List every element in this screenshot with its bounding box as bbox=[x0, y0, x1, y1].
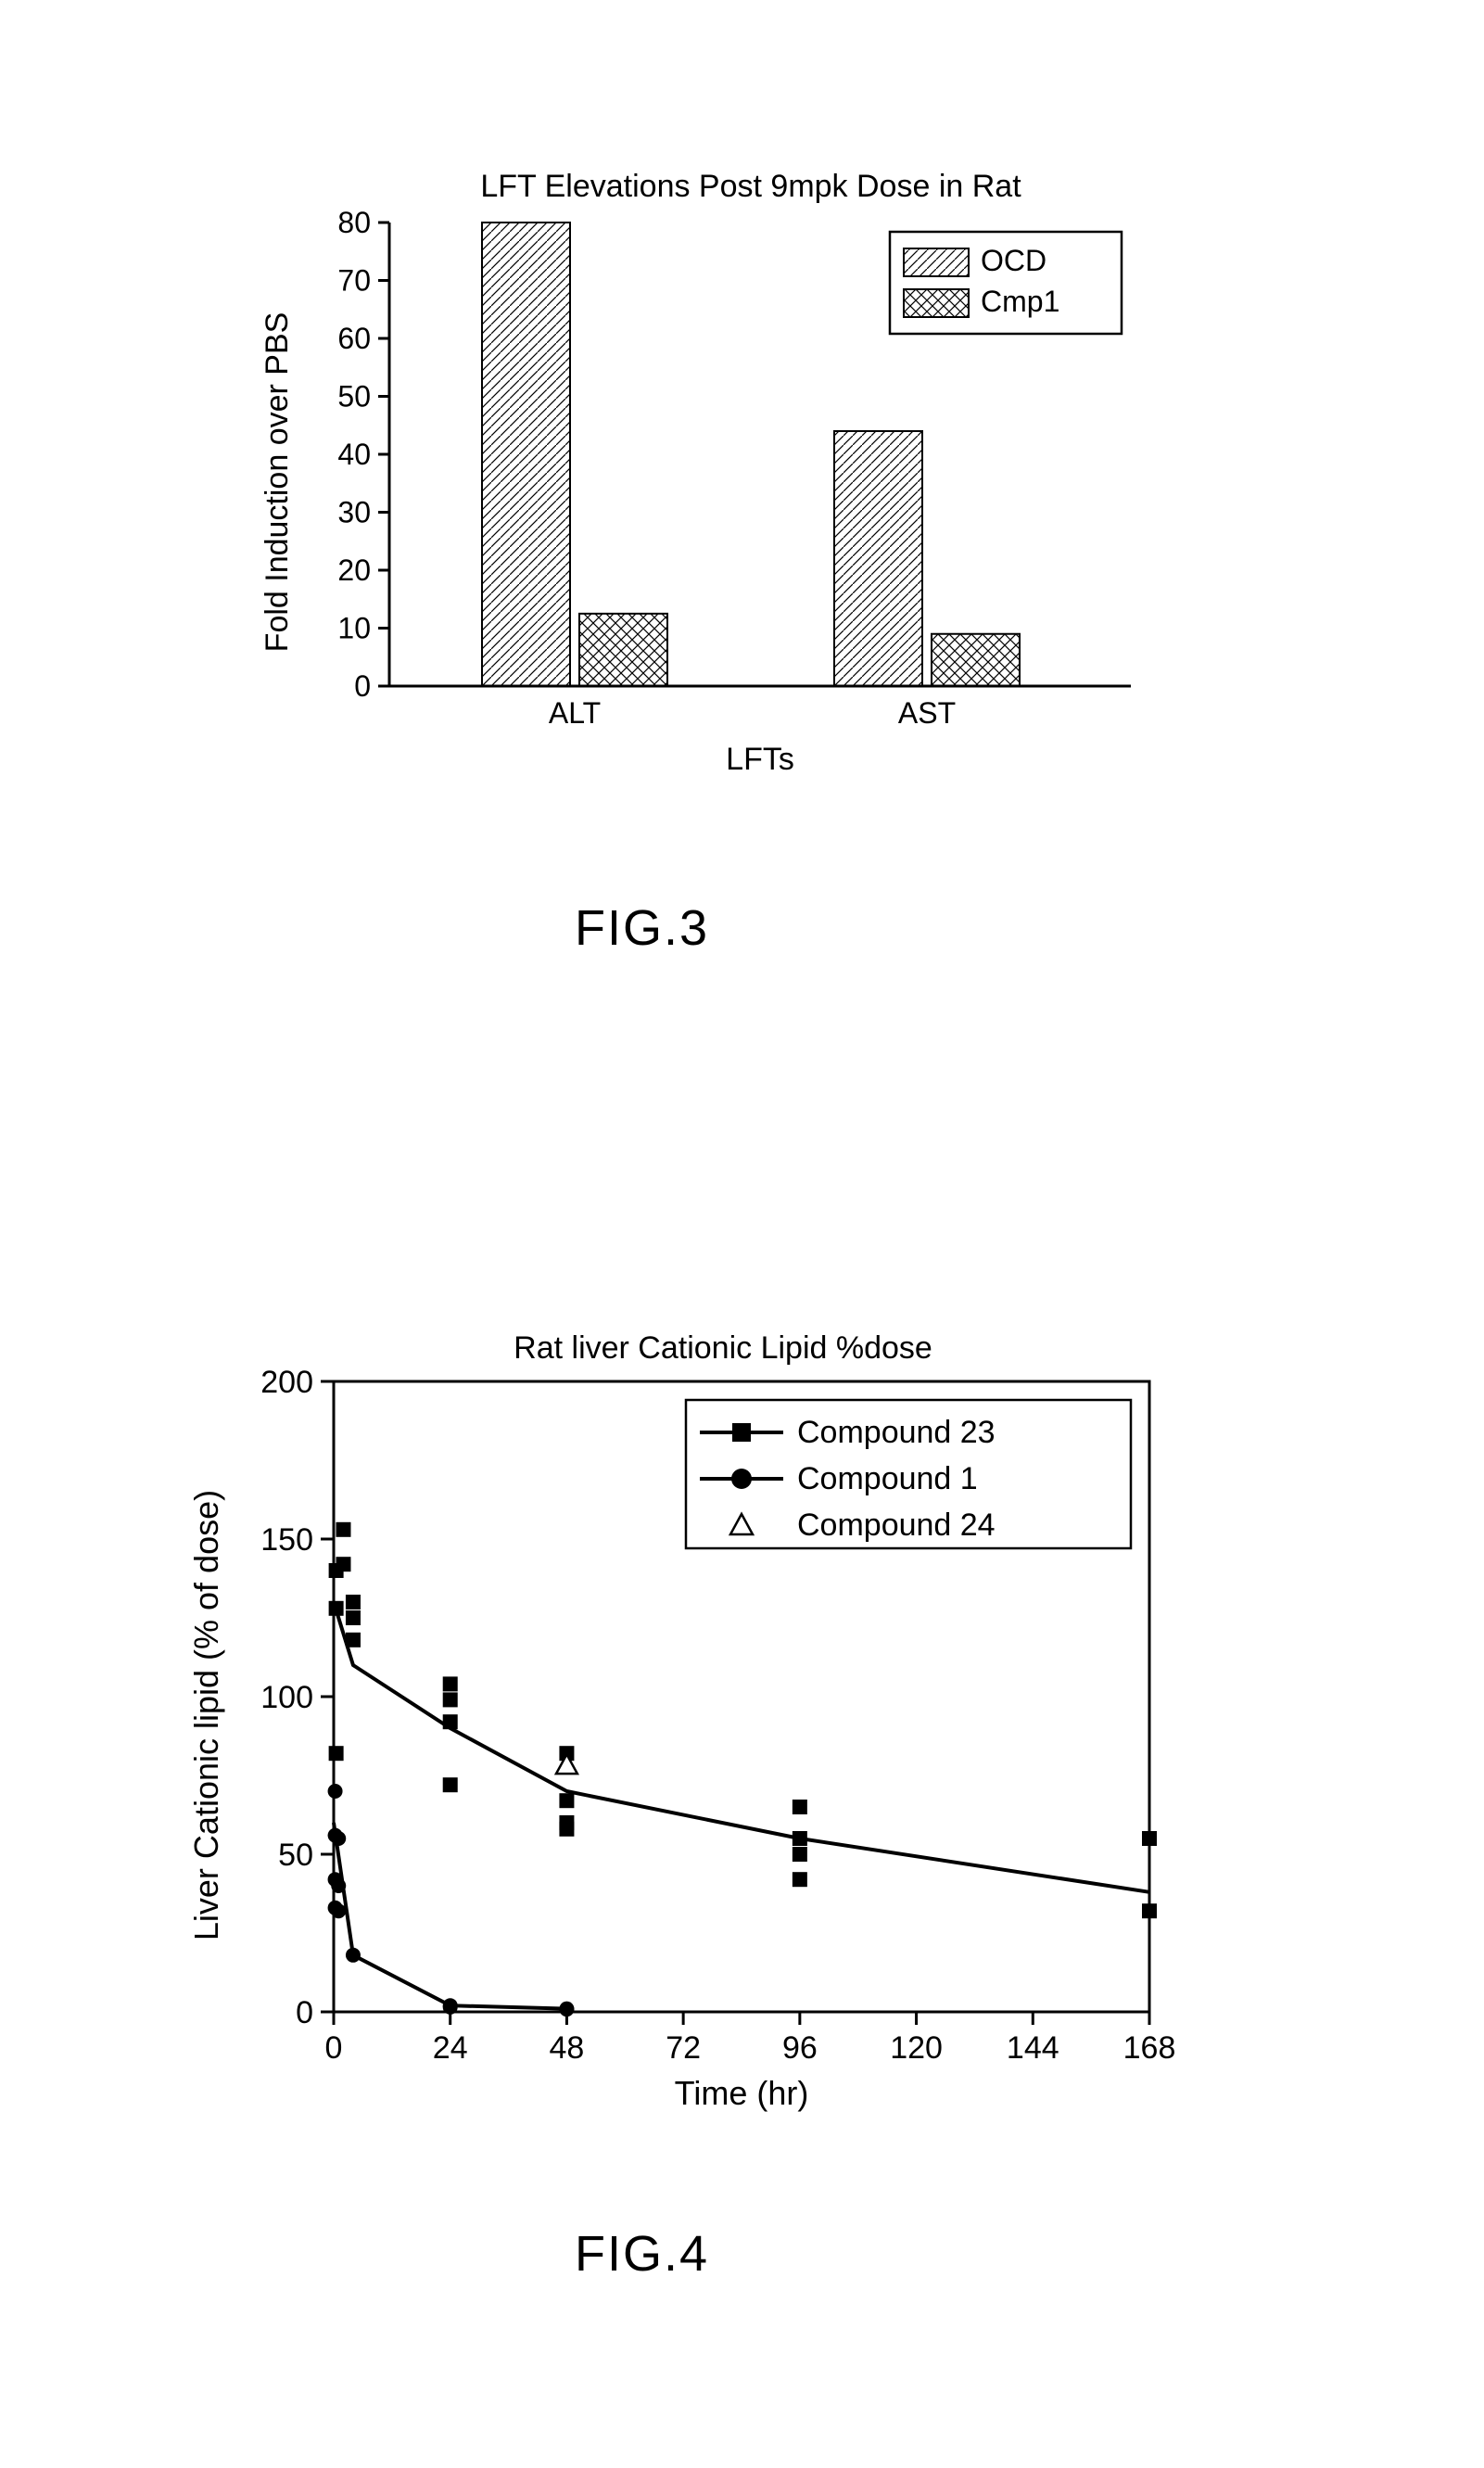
svg-text:168: 168 bbox=[1123, 2030, 1176, 2066]
svg-text:80: 80 bbox=[337, 206, 371, 239]
fig3-yticks: 0 10 20 30 40 50 60 70 80 bbox=[337, 206, 389, 703]
fig4-chart: Rat liver Cationic Lipid %dose Liver Cat… bbox=[185, 1326, 1205, 2160]
svg-text:100: 100 bbox=[260, 1680, 313, 1715]
fig3-legend-cmp1: Cmp1 bbox=[981, 285, 1059, 318]
fig4-legend-0: Compound 23 bbox=[797, 1415, 996, 1450]
svg-text:24: 24 bbox=[433, 2030, 468, 2066]
fig4-series bbox=[328, 1522, 1157, 2016]
fig4-legend: Compound 23 Compound 1 Compound 24 bbox=[686, 1400, 1131, 1548]
svg-text:72: 72 bbox=[666, 2030, 701, 2066]
fig4-xlabel: Time (hr) bbox=[675, 2074, 809, 2112]
svg-text:30: 30 bbox=[337, 496, 371, 529]
svg-text:50: 50 bbox=[337, 380, 371, 413]
svg-text:48: 48 bbox=[550, 2030, 585, 2066]
fig3-legend: OCD Cmp1 bbox=[890, 232, 1122, 334]
svg-text:96: 96 bbox=[782, 2030, 818, 2066]
svg-text:40: 40 bbox=[337, 438, 371, 471]
svg-text:10: 10 bbox=[337, 612, 371, 645]
fig4-caption: FIG.4 bbox=[575, 2225, 709, 2283]
fig3-ylabel: Fold Induction over PBS bbox=[260, 312, 295, 653]
svg-text:144: 144 bbox=[1007, 2030, 1059, 2066]
fig4-title: Rat liver Cationic Lipid %dose bbox=[514, 1330, 932, 1366]
fig3-xlabel: LFTs bbox=[726, 742, 794, 777]
fig4-legend-1: Compound 1 bbox=[797, 1461, 978, 1496]
fig3-caption: FIG.3 bbox=[575, 899, 709, 957]
fig3-chart: LFT Elevations Post 9mpk Dose in Rat Fol… bbox=[260, 167, 1186, 816]
svg-text:20: 20 bbox=[337, 553, 371, 587]
page: LFT Elevations Post 9mpk Dose in Rat Fol… bbox=[0, 0, 1484, 2468]
svg-text:ALT: ALT bbox=[549, 696, 601, 730]
svg-text:0: 0 bbox=[325, 2030, 343, 2066]
fig3-title: LFT Elevations Post 9mpk Dose in Rat bbox=[480, 169, 1021, 204]
svg-text:120: 120 bbox=[890, 2030, 943, 2066]
svg-text:0: 0 bbox=[296, 1995, 313, 2030]
fig4-yticks: 0 50 100 150 200 bbox=[260, 1365, 334, 2030]
svg-text:60: 60 bbox=[337, 322, 371, 355]
fig3-xcats: ALT AST bbox=[549, 696, 956, 730]
fig4-ylabel: Liver Cationic lipid (% of dose) bbox=[187, 1490, 225, 1940]
fig4-legend-2: Compound 24 bbox=[797, 1508, 996, 1543]
svg-text:0: 0 bbox=[354, 669, 371, 703]
fig4-xticks: 0 24 48 72 96 120 144 168 bbox=[325, 2012, 1176, 2066]
svg-text:200: 200 bbox=[260, 1365, 313, 1400]
svg-text:70: 70 bbox=[337, 264, 371, 298]
svg-text:AST: AST bbox=[898, 696, 956, 730]
svg-text:50: 50 bbox=[278, 1838, 313, 1873]
fig3-legend-ocd: OCD bbox=[981, 244, 1046, 277]
svg-text:150: 150 bbox=[260, 1522, 313, 1558]
